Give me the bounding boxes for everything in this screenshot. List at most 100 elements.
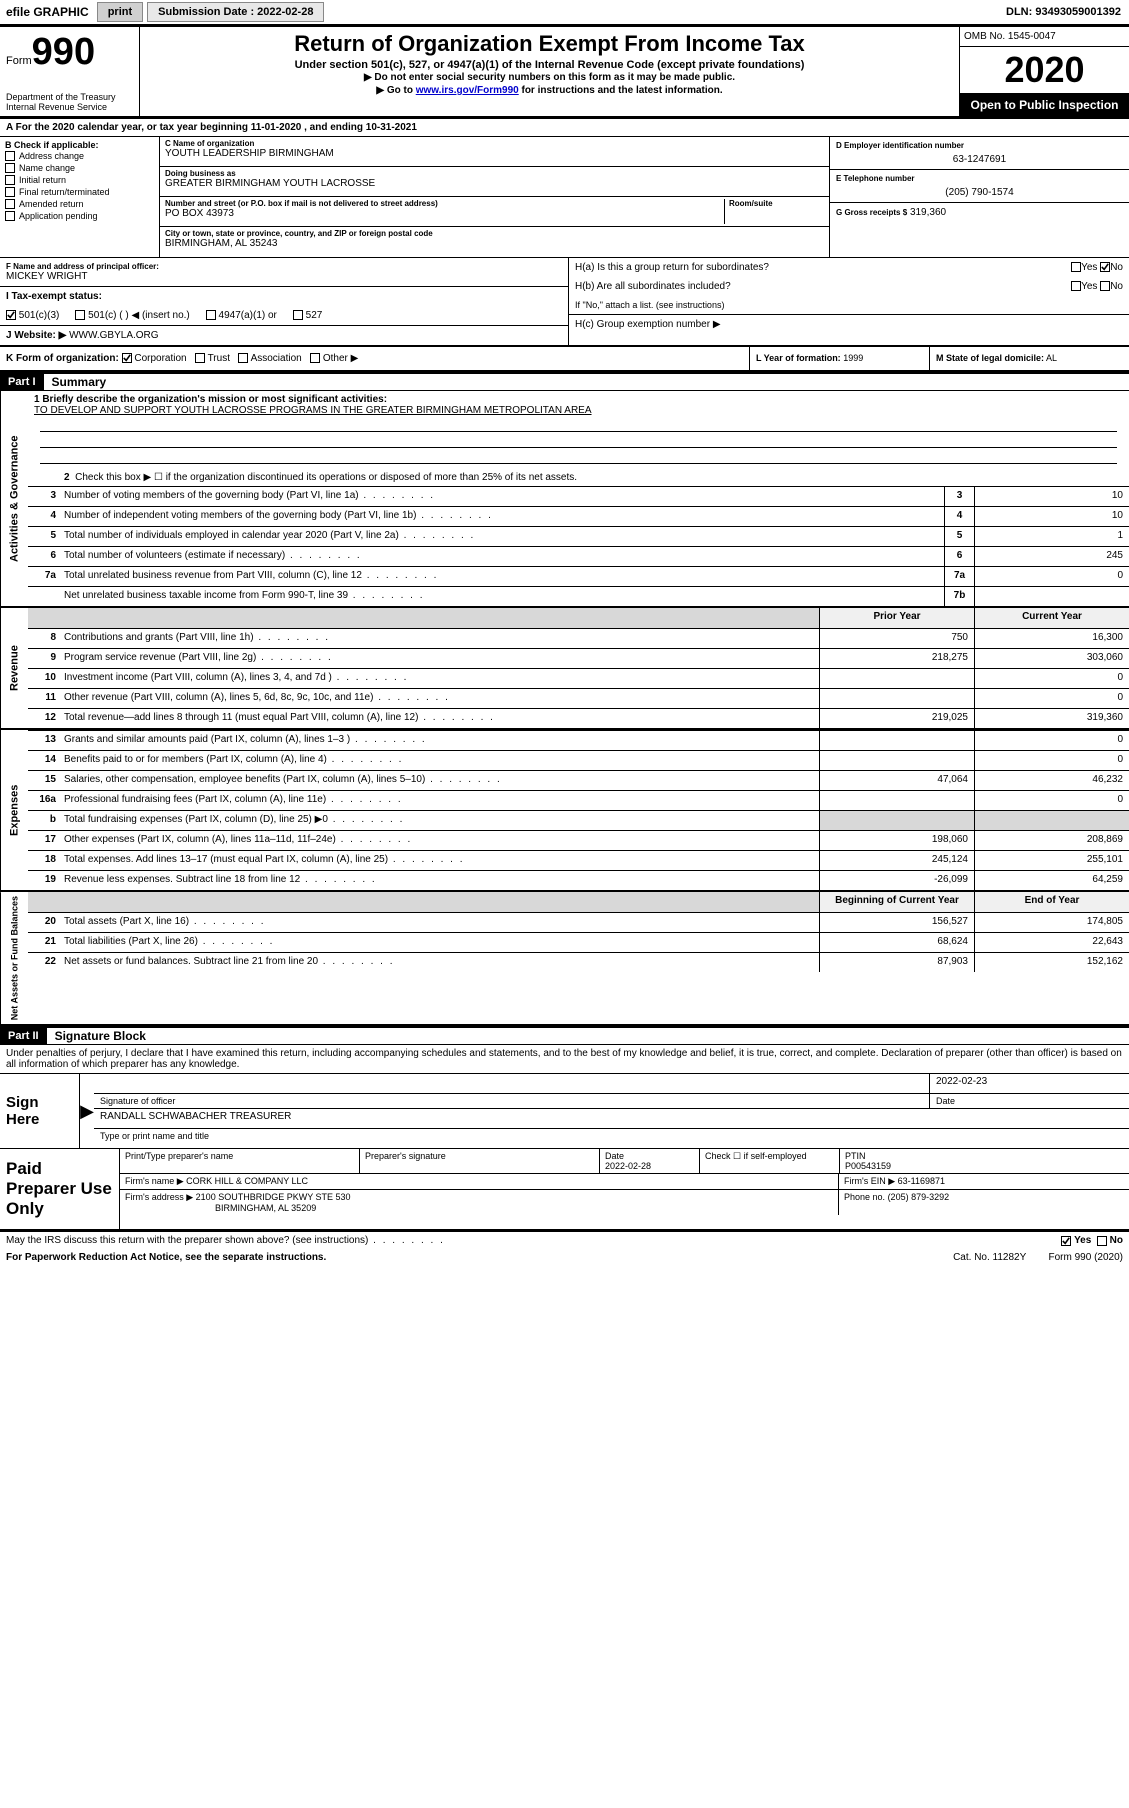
org-city: BIRMINGHAM, AL 35243 [165, 238, 824, 249]
ein-value: 63-1247691 [836, 150, 1123, 165]
summary-row: 8 Contributions and grants (Part VIII, l… [28, 628, 1129, 648]
form-subtitle: Under section 501(c), 527, or 4947(a)(1)… [148, 59, 951, 71]
part2-header: Part II Signature Block [0, 1026, 1129, 1045]
summary-row: 4 Number of independent voting members o… [28, 506, 1129, 526]
header-center: Return of Organization Exempt From Incom… [140, 27, 959, 116]
chk-discuss-yes[interactable] [1061, 1236, 1071, 1246]
form-title: Return of Organization Exempt From Incom… [148, 29, 951, 59]
efile-label: efile GRAPHIC [2, 3, 93, 21]
dept-irs: Internal Revenue Service [6, 102, 133, 112]
block-fh: F Name and address of principal officer:… [0, 258, 1129, 346]
firm-name: CORK HILL & COMPANY LLC [186, 1176, 308, 1186]
dept-treasury: Department of the Treasury [6, 92, 133, 102]
chk-trust[interactable] [195, 353, 205, 363]
header-left: Form990 Department of the Treasury Inter… [0, 27, 140, 116]
open-public-badge: Open to Public Inspection [960, 94, 1129, 116]
sign-here-block: Sign Here ▶ Signature of officer 2022-02… [0, 1073, 1129, 1149]
state-domicile: AL [1046, 353, 1057, 363]
chk-corp[interactable] [122, 353, 132, 363]
part1-header: Part I Summary [0, 372, 1129, 391]
sign-arrow-icon: ▶ [80, 1074, 94, 1148]
summary-row: 5 Total number of individuals employed i… [28, 526, 1129, 546]
irs-link[interactable]: www.irs.gov/Form990 [416, 85, 519, 96]
ptin-value: P00543159 [845, 1161, 891, 1171]
summary-governance: Activities & Governance 1 Briefly descri… [0, 391, 1129, 606]
side-label-revenue: Revenue [0, 608, 28, 728]
instr-link: Go to www.irs.gov/Form990 for instructio… [148, 84, 951, 97]
chk-ha-no[interactable] [1100, 262, 1110, 272]
chk-501c[interactable] [75, 310, 85, 320]
summary-row: 7a Total unrelated business revenue from… [28, 566, 1129, 586]
block-b-checkboxes: B Check if applicable: Address change Na… [0, 137, 160, 257]
section-a-tax-year: A For the 2020 calendar year, or tax yea… [0, 118, 1129, 137]
col-eoy: End of Year [974, 892, 1129, 912]
form-header: Form990 Department of the Treasury Inter… [0, 25, 1129, 118]
summary-row: 11 Other revenue (Part VIII, column (A),… [28, 688, 1129, 708]
instr-ssn: Do not enter social security numbers on … [148, 71, 951, 84]
summary-row: 17 Other expenses (Part IX, column (A), … [28, 830, 1129, 850]
header-right: OMB No. 1545-0047 2020 Open to Public In… [959, 27, 1129, 116]
side-label-netassets: Net Assets or Fund Balances [0, 892, 28, 1024]
year-formation: 1999 [843, 353, 863, 363]
chk-name-change[interactable] [5, 163, 15, 173]
chk-4947[interactable] [206, 310, 216, 320]
col-boc: Beginning of Current Year [819, 892, 974, 912]
print-button[interactable]: print [97, 2, 143, 22]
officer-typed-name: RANDALL SCHWABACHER TREASURER [94, 1109, 1129, 1129]
summary-row: 20 Total assets (Part X, line 16) 156,52… [28, 912, 1129, 932]
omb-number: OMB No. 1545-0047 [960, 27, 1129, 47]
chk-ha-yes[interactable] [1071, 262, 1081, 272]
summary-expenses: Expenses 13 Grants and similar amounts p… [0, 728, 1129, 890]
chk-hb-yes[interactable] [1071, 281, 1081, 291]
dln-label: DLN: 93493059001392 [1006, 6, 1127, 18]
summary-row: 14 Benefits paid to or for members (Part… [28, 750, 1129, 770]
summary-row: 12 Total revenue—add lines 8 through 11 … [28, 708, 1129, 728]
chk-amended[interactable] [5, 199, 15, 209]
chk-discuss-no[interactable] [1097, 1236, 1107, 1246]
col-current-year: Current Year [974, 608, 1129, 628]
submission-date-box: Submission Date : 2022-02-28 [147, 2, 324, 22]
summary-row: 3 Number of voting members of the govern… [28, 486, 1129, 506]
paid-preparer-block: Paid Preparer Use Only Print/Type prepar… [0, 1149, 1129, 1231]
summary-row: 13 Grants and similar amounts paid (Part… [28, 730, 1129, 750]
chk-final-return[interactable] [5, 187, 15, 197]
mission-text: TO DEVELOP AND SUPPORT YOUTH LACROSSE PR… [34, 405, 1123, 416]
tax-year: 2020 [960, 47, 1129, 94]
block-klm: K Form of organization: Corporation Trus… [0, 346, 1129, 372]
top-bar: efile GRAPHIC print Submission Date : 20… [0, 0, 1129, 25]
footnote: For Paperwork Reduction Act Notice, see … [0, 1249, 1129, 1266]
firm-addr1: 2100 SOUTHBRIDGE PKWY STE 530 [196, 1192, 351, 1202]
discuss-row: May the IRS discuss this return with the… [0, 1231, 1129, 1249]
summary-row: Net unrelated business taxable income fr… [28, 586, 1129, 606]
chk-501c3[interactable] [6, 310, 16, 320]
side-label-governance: Activities & Governance [0, 391, 28, 606]
summary-row: 16a Professional fundraising fees (Part … [28, 790, 1129, 810]
phone-value: (205) 790-1574 [836, 183, 1123, 198]
chk-527[interactable] [293, 310, 303, 320]
block-c-name-addr: C Name of organization YOUTH LEADERSHIP … [160, 137, 829, 257]
sig-date: 2022-02-23 [930, 1074, 1129, 1094]
paid-preparer-label: Paid Preparer Use Only [0, 1149, 120, 1229]
summary-row: 9 Program service revenue (Part VIII, li… [28, 648, 1129, 668]
summary-netassets: Net Assets or Fund Balances Beginning of… [0, 890, 1129, 1026]
website-value: WWW.GBYLA.ORG [69, 330, 158, 341]
chk-hb-no[interactable] [1100, 281, 1110, 291]
chk-address-change[interactable] [5, 151, 15, 161]
chk-assoc[interactable] [238, 353, 248, 363]
chk-initial-return[interactable] [5, 175, 15, 185]
summary-row: 19 Revenue less expenses. Subtract line … [28, 870, 1129, 890]
sign-here-label: Sign Here [0, 1074, 80, 1148]
summary-revenue: Revenue Prior Year Current Year 8 Contri… [0, 606, 1129, 728]
summary-row: 15 Salaries, other compensation, employe… [28, 770, 1129, 790]
officer-name: MICKEY WRIGHT [6, 271, 562, 282]
chk-app-pending[interactable] [5, 211, 15, 221]
summary-row: 6 Total number of volunteers (estimate i… [28, 546, 1129, 566]
org-name: YOUTH LEADERSHIP BIRMINGHAM [165, 148, 824, 159]
summary-row: 21 Total liabilities (Part X, line 26) 6… [28, 932, 1129, 952]
block-degh: D Employer identification number 63-1247… [829, 137, 1129, 257]
org-dba: GREATER BIRMINGHAM YOUTH LACROSSE [165, 178, 824, 189]
summary-row: 22 Net assets or fund balances. Subtract… [28, 952, 1129, 972]
firm-ein: 63-1169871 [898, 1176, 945, 1186]
chk-other[interactable] [310, 353, 320, 363]
firm-addr2: BIRMINGHAM, AL 35209 [125, 1203, 316, 1213]
